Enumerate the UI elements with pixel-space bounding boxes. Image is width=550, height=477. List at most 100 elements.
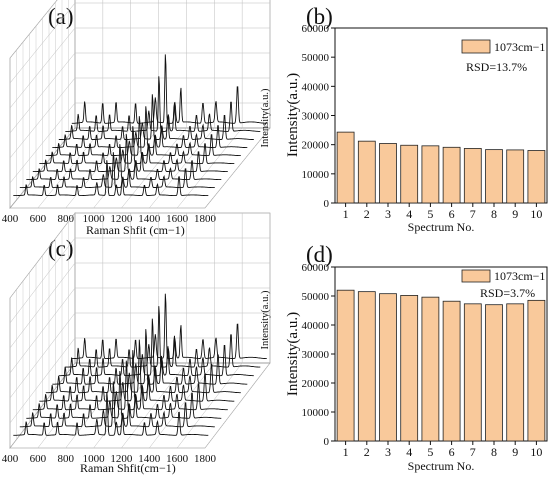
panel-b-x-tick-4: 4 [406, 207, 412, 221]
panel-d-x-tick-1: 1 [343, 445, 349, 459]
panel-d-bar-1 [336, 289, 355, 442]
panel-b-y-tick-3: 30000 [302, 111, 330, 123]
panel-c-floor-grid-6 [176, 362, 243, 449]
panel-d-annotation: RSD=3.7% [480, 286, 535, 300]
panel-a-floor-grid-7 [204, 127, 271, 209]
panel-b-x-tick-1: 1 [343, 207, 349, 221]
panel-c-letter: (c) [48, 236, 74, 261]
panel-b-legend-swatch [461, 39, 491, 54]
panel-a-floor-grid-6 [176, 127, 243, 209]
panel-c-x-ticks: 400 600 800 1000 1200 1400 1600 1800 [2, 453, 217, 465]
panel-a-letter: (a) [48, 4, 74, 29]
panel-a-x-tick-2: 800 [57, 213, 74, 225]
panel-a-x-ticks: 400 600 800 1000 1200 1400 1600 1800 [2, 213, 217, 225]
panel-c-x-tick-4: 1200 [110, 453, 133, 465]
panel-d-bar-4 [400, 295, 419, 442]
panel-d: (d) 1 2 3 4 5 6 7 8 9 10 0 10000 20000 30000 40000 5000… [285, 242, 548, 473]
panel-b-y-tick-1: 10000 [302, 169, 330, 181]
panel-b-y-tick-0: 0 [324, 198, 330, 210]
panel-c-grid [9, 212, 271, 449]
panel-b-annotation: RSD=13.7% [466, 60, 527, 74]
panel-b-x-tick-8: 8 [491, 207, 497, 221]
panel-b-y-tick-6: 60000 [302, 23, 330, 35]
panel-d-x-tick-3: 3 [385, 445, 391, 459]
panel-d-bar-5 [421, 296, 440, 442]
panel-b-x-tick-5: 5 [427, 207, 433, 221]
panel-b-x-tick-6: 6 [449, 207, 455, 221]
panel-c-x-tick-6: 1600 [166, 453, 189, 465]
panel-c-x-tick-0: 400 [2, 453, 19, 465]
panel-b-bars [336, 131, 546, 204]
panel-d-bar-7 [463, 303, 482, 442]
panel-d-x-tick-2: 2 [364, 445, 370, 459]
panel-d-bar-10 [527, 299, 546, 442]
panel-b-bar-6 [442, 146, 461, 204]
panel-d-legend-label: 1073cm−1 [494, 269, 545, 283]
panel-d-y-tick-4: 40000 [302, 320, 330, 332]
panel-b-bar-9 [506, 149, 525, 204]
panel-b-x-tick-2: 2 [364, 207, 370, 221]
panel-b-bar-5 [421, 145, 440, 204]
panel-b-letter: (b) [306, 4, 333, 29]
panel-a-x-tick-4: 1200 [110, 213, 133, 225]
panel-a-spectrum-10 [71, 54, 267, 124]
panel-a-floor-grid-1 [37, 127, 104, 209]
panel-a-x-tick-3: 1000 [83, 213, 106, 225]
panel-b-x-tick-3: 3 [385, 207, 391, 221]
panel-d-bar-8 [485, 304, 503, 442]
panel-b-axes: 1 2 3 4 5 6 7 8 9 10 0 10000 20000 30000 40000 50000 600… [302, 23, 543, 221]
panel-d-x-tick-5: 5 [427, 445, 433, 459]
panel-b-bar-8 [485, 149, 503, 204]
panel-c-x-tick-5: 1400 [138, 453, 161, 465]
panel-c-floor-grid-5 [149, 362, 215, 449]
panel-b-bar-10 [527, 150, 546, 204]
panel-d-axes: 1 2 3 4 5 6 7 8 9 10 0 10000 20000 30000 40000 50000 600… [302, 262, 543, 459]
panel-a-z-axis-label: Intensity(a.u.) [260, 88, 271, 147]
panel-a-x-tick-6: 1600 [166, 213, 189, 225]
panel-a-floor-grid-5 [149, 127, 215, 209]
panel-a-x-tick-1: 600 [30, 213, 47, 225]
panel-b-x-tick-9: 9 [512, 207, 518, 221]
panel-b-bar-2 [357, 140, 376, 204]
panel-c-spectrum-1 [13, 391, 209, 436]
panel-b-bar-7 [463, 148, 482, 204]
panel-a-x-tick-7: 1800 [194, 213, 217, 225]
panel-a-back-wall [74, 0, 271, 129]
panel-d-x-tick-7: 7 [470, 445, 476, 459]
panel-d-y-tick-0: 0 [324, 436, 330, 448]
panel-d-y-tick-2: 20000 [302, 378, 330, 390]
panel-a-x-tick-0: 400 [2, 213, 19, 225]
panel-b-y-axis-label: Intensity(a.u.) [285, 73, 301, 157]
panel-d-x-axis-label: Spectrum No. [408, 459, 475, 473]
panel-b-bar-4 [400, 144, 419, 204]
panel-c-floor-grid-4 [121, 362, 187, 449]
panel-a-floor-grid-2 [65, 127, 131, 209]
panel-b-y-tick-4: 40000 [302, 81, 330, 93]
panel-b-y-tick-2: 20000 [302, 140, 330, 152]
panel-c-x-tick-1: 600 [30, 453, 47, 465]
panel-d-y-tick-5: 50000 [302, 291, 330, 303]
panel-d-x-tick-10: 10 [530, 445, 542, 459]
panel-b: (b) 1 2 3 4 5 6 7 8 9 10 0 10000 20000 30000 40000 5000… [285, 4, 548, 234]
panel-d-legend-swatch [461, 269, 491, 283]
panel-a-spectrum-1 [13, 160, 209, 197]
panel-b-x-tick-7: 7 [470, 207, 476, 221]
panel-c-x-tick-2: 800 [57, 453, 74, 465]
panel-d-y-tick-3: 30000 [302, 349, 330, 361]
panel-d-y-tick-1: 10000 [302, 407, 330, 419]
panel-c: (c) 400 600 800 1000 1200 1400 1600 1800 Raman … [2, 212, 271, 475]
panel-b-x-tick-10: 10 [530, 207, 542, 221]
panel-c-floor-grid-7 [204, 362, 271, 449]
panel-c-x-tick-7: 1800 [194, 453, 217, 465]
panel-c-x-tick-3: 1000 [83, 453, 106, 465]
panel-d-bar-2 [357, 291, 376, 442]
panel-a-spectra [13, 54, 267, 197]
panel-d-bar-6 [442, 300, 461, 442]
panel-a: (a) 400 600 800 1000 1200 1400 1600 1800 Raman … [2, 0, 271, 237]
panel-d-letter: (d) [306, 242, 333, 267]
panel-b-bar-3 [379, 143, 397, 204]
panel-a-spectrum-7 [52, 106, 248, 149]
panel-b-legend-label: 1073cm−1 [494, 40, 545, 54]
panel-a-x-axis-label: Raman Shfit (cm−1) [86, 223, 185, 237]
panel-b-y-tick-5: 50000 [302, 52, 330, 64]
